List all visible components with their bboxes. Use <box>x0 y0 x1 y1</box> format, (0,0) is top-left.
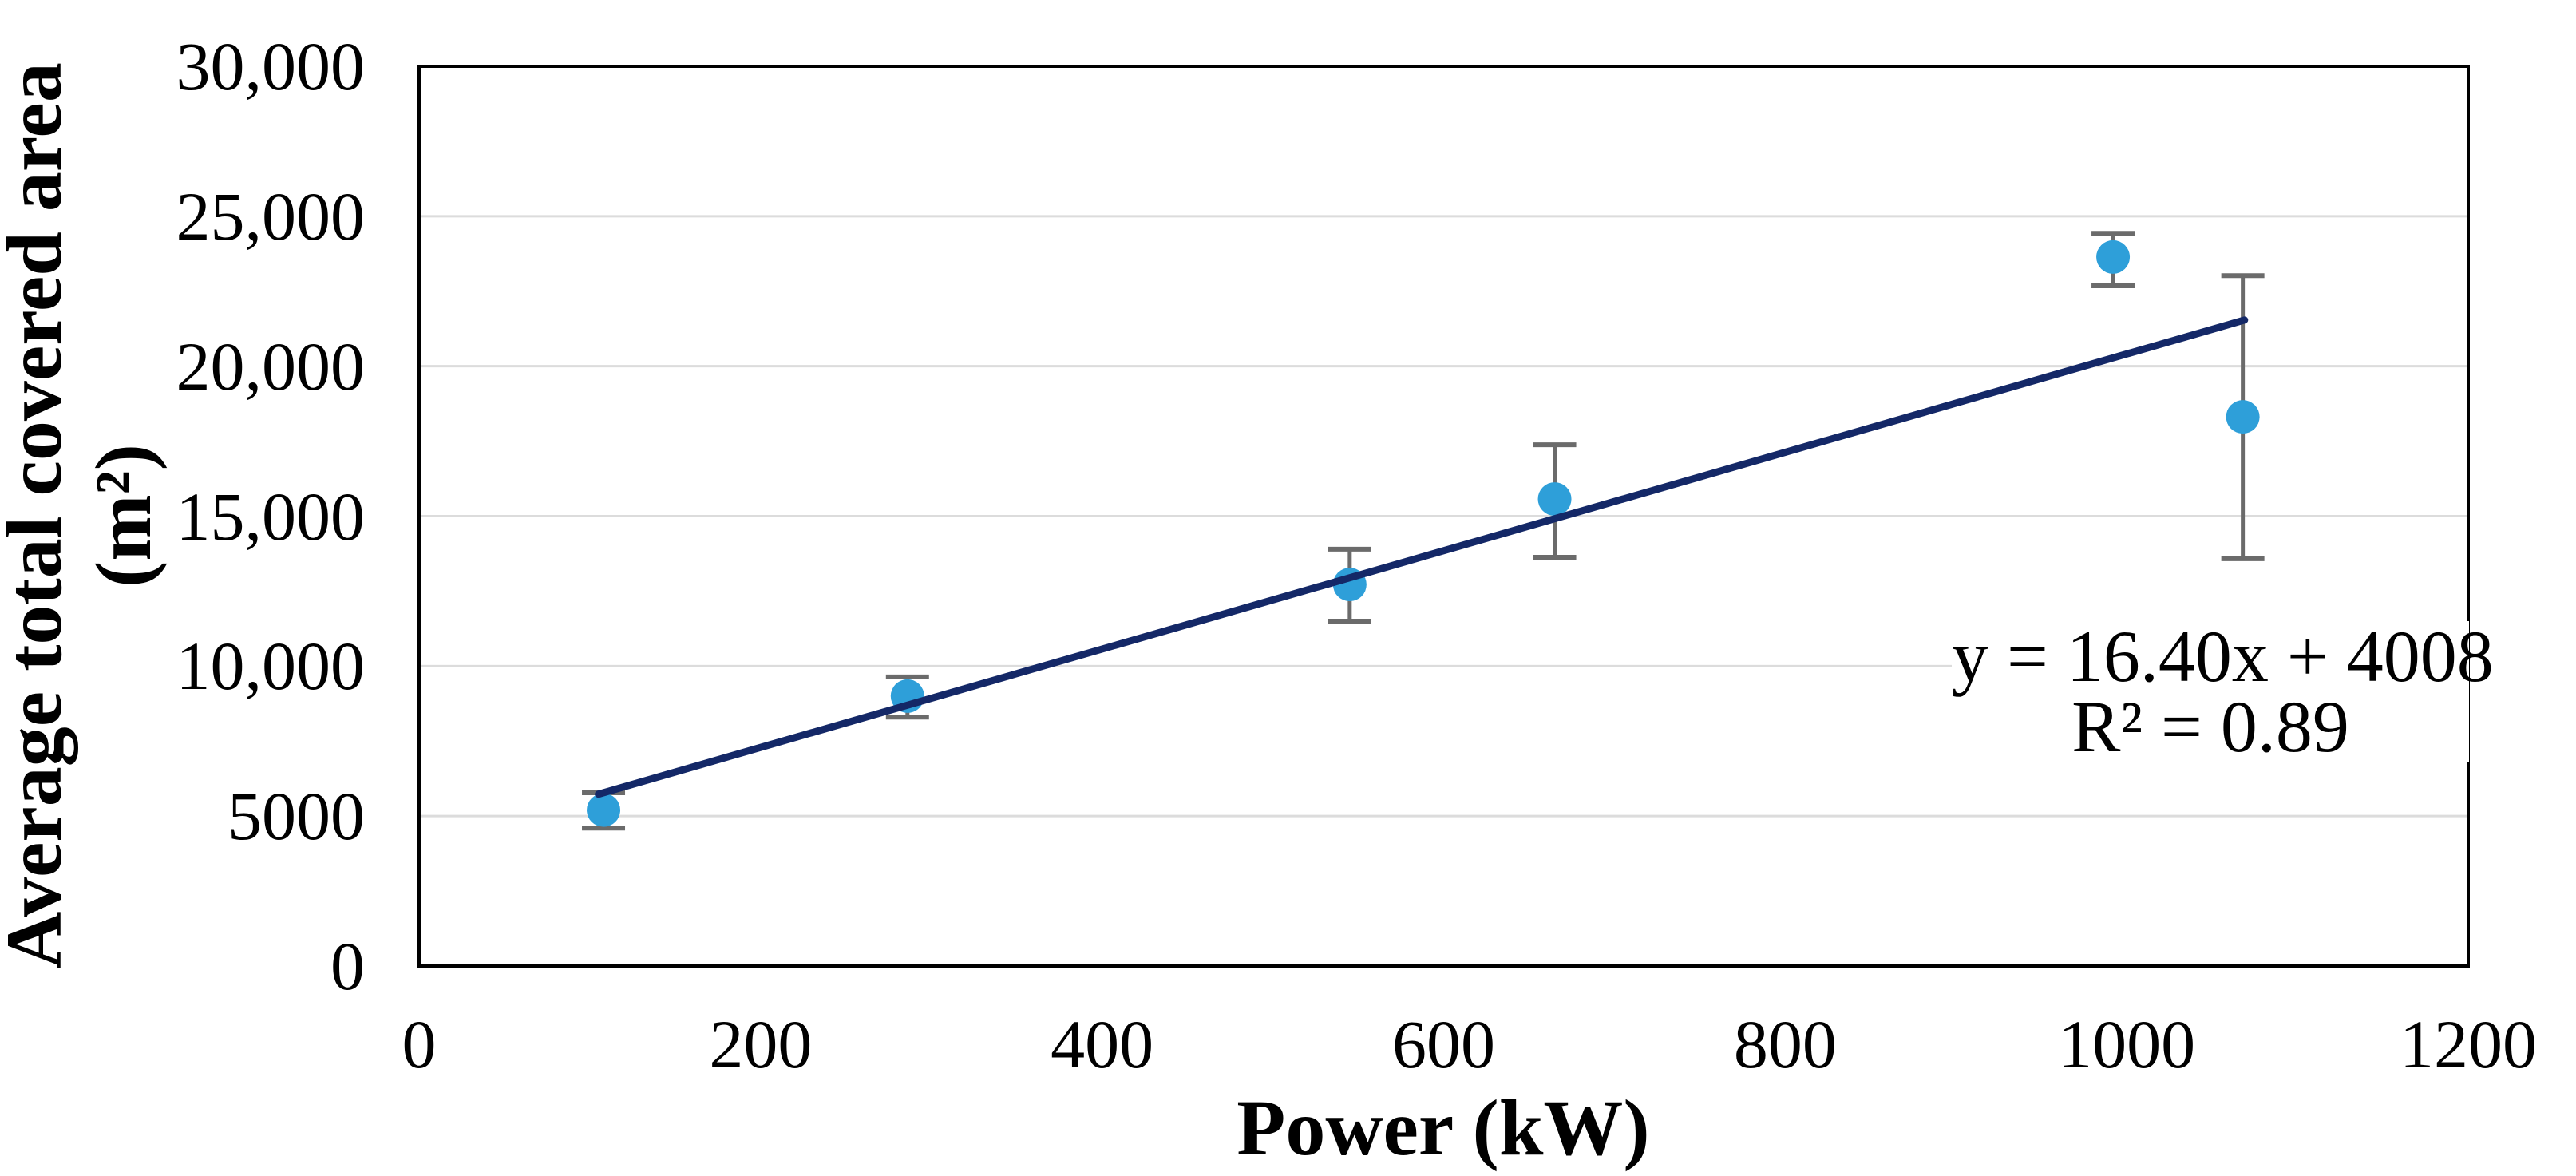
y-tick-label-5000: 5000 <box>228 778 365 855</box>
y-tick-label-10000: 10,000 <box>176 628 366 705</box>
y-tick-label-30000: 30,000 <box>176 28 366 105</box>
x-tick-label-1000: 1000 <box>2058 1006 2196 1083</box>
y-tick-label-25000: 25,000 <box>176 177 366 255</box>
y-tick-label-15000: 15,000 <box>176 477 366 555</box>
x-tick-label-800: 800 <box>1733 1006 1837 1083</box>
x-tick-label-0: 0 <box>402 1006 437 1083</box>
trendline-equation-label: y = 16.40x + 4008 <box>1952 616 2494 697</box>
y-tick-label-20000: 20,000 <box>176 327 366 405</box>
trendline-annotation: y = 16.40x + 4008 R² = 0.89 <box>1952 616 2494 767</box>
trendline-r-squared-label: R² = 0.89 <box>2071 686 2349 767</box>
x-tick-label-1200: 1200 <box>2400 1006 2537 1083</box>
x-tick-label-200: 200 <box>709 1006 813 1083</box>
data-point-marker-5 <box>2226 400 2260 434</box>
trendline <box>595 316 2249 798</box>
x-tick-label-600: 600 <box>1392 1006 1495 1083</box>
data-point-marker-4 <box>2096 240 2131 274</box>
x-tick-label-400: 400 <box>1051 1006 1154 1083</box>
axis-box <box>417 65 2470 968</box>
y-tick-label-0: 0 <box>330 928 365 1004</box>
x-axis-title: Power (kW) <box>1237 1083 1650 1172</box>
data-point-marker-0 <box>587 793 621 827</box>
data-point-marker-3 <box>1537 482 1572 517</box>
